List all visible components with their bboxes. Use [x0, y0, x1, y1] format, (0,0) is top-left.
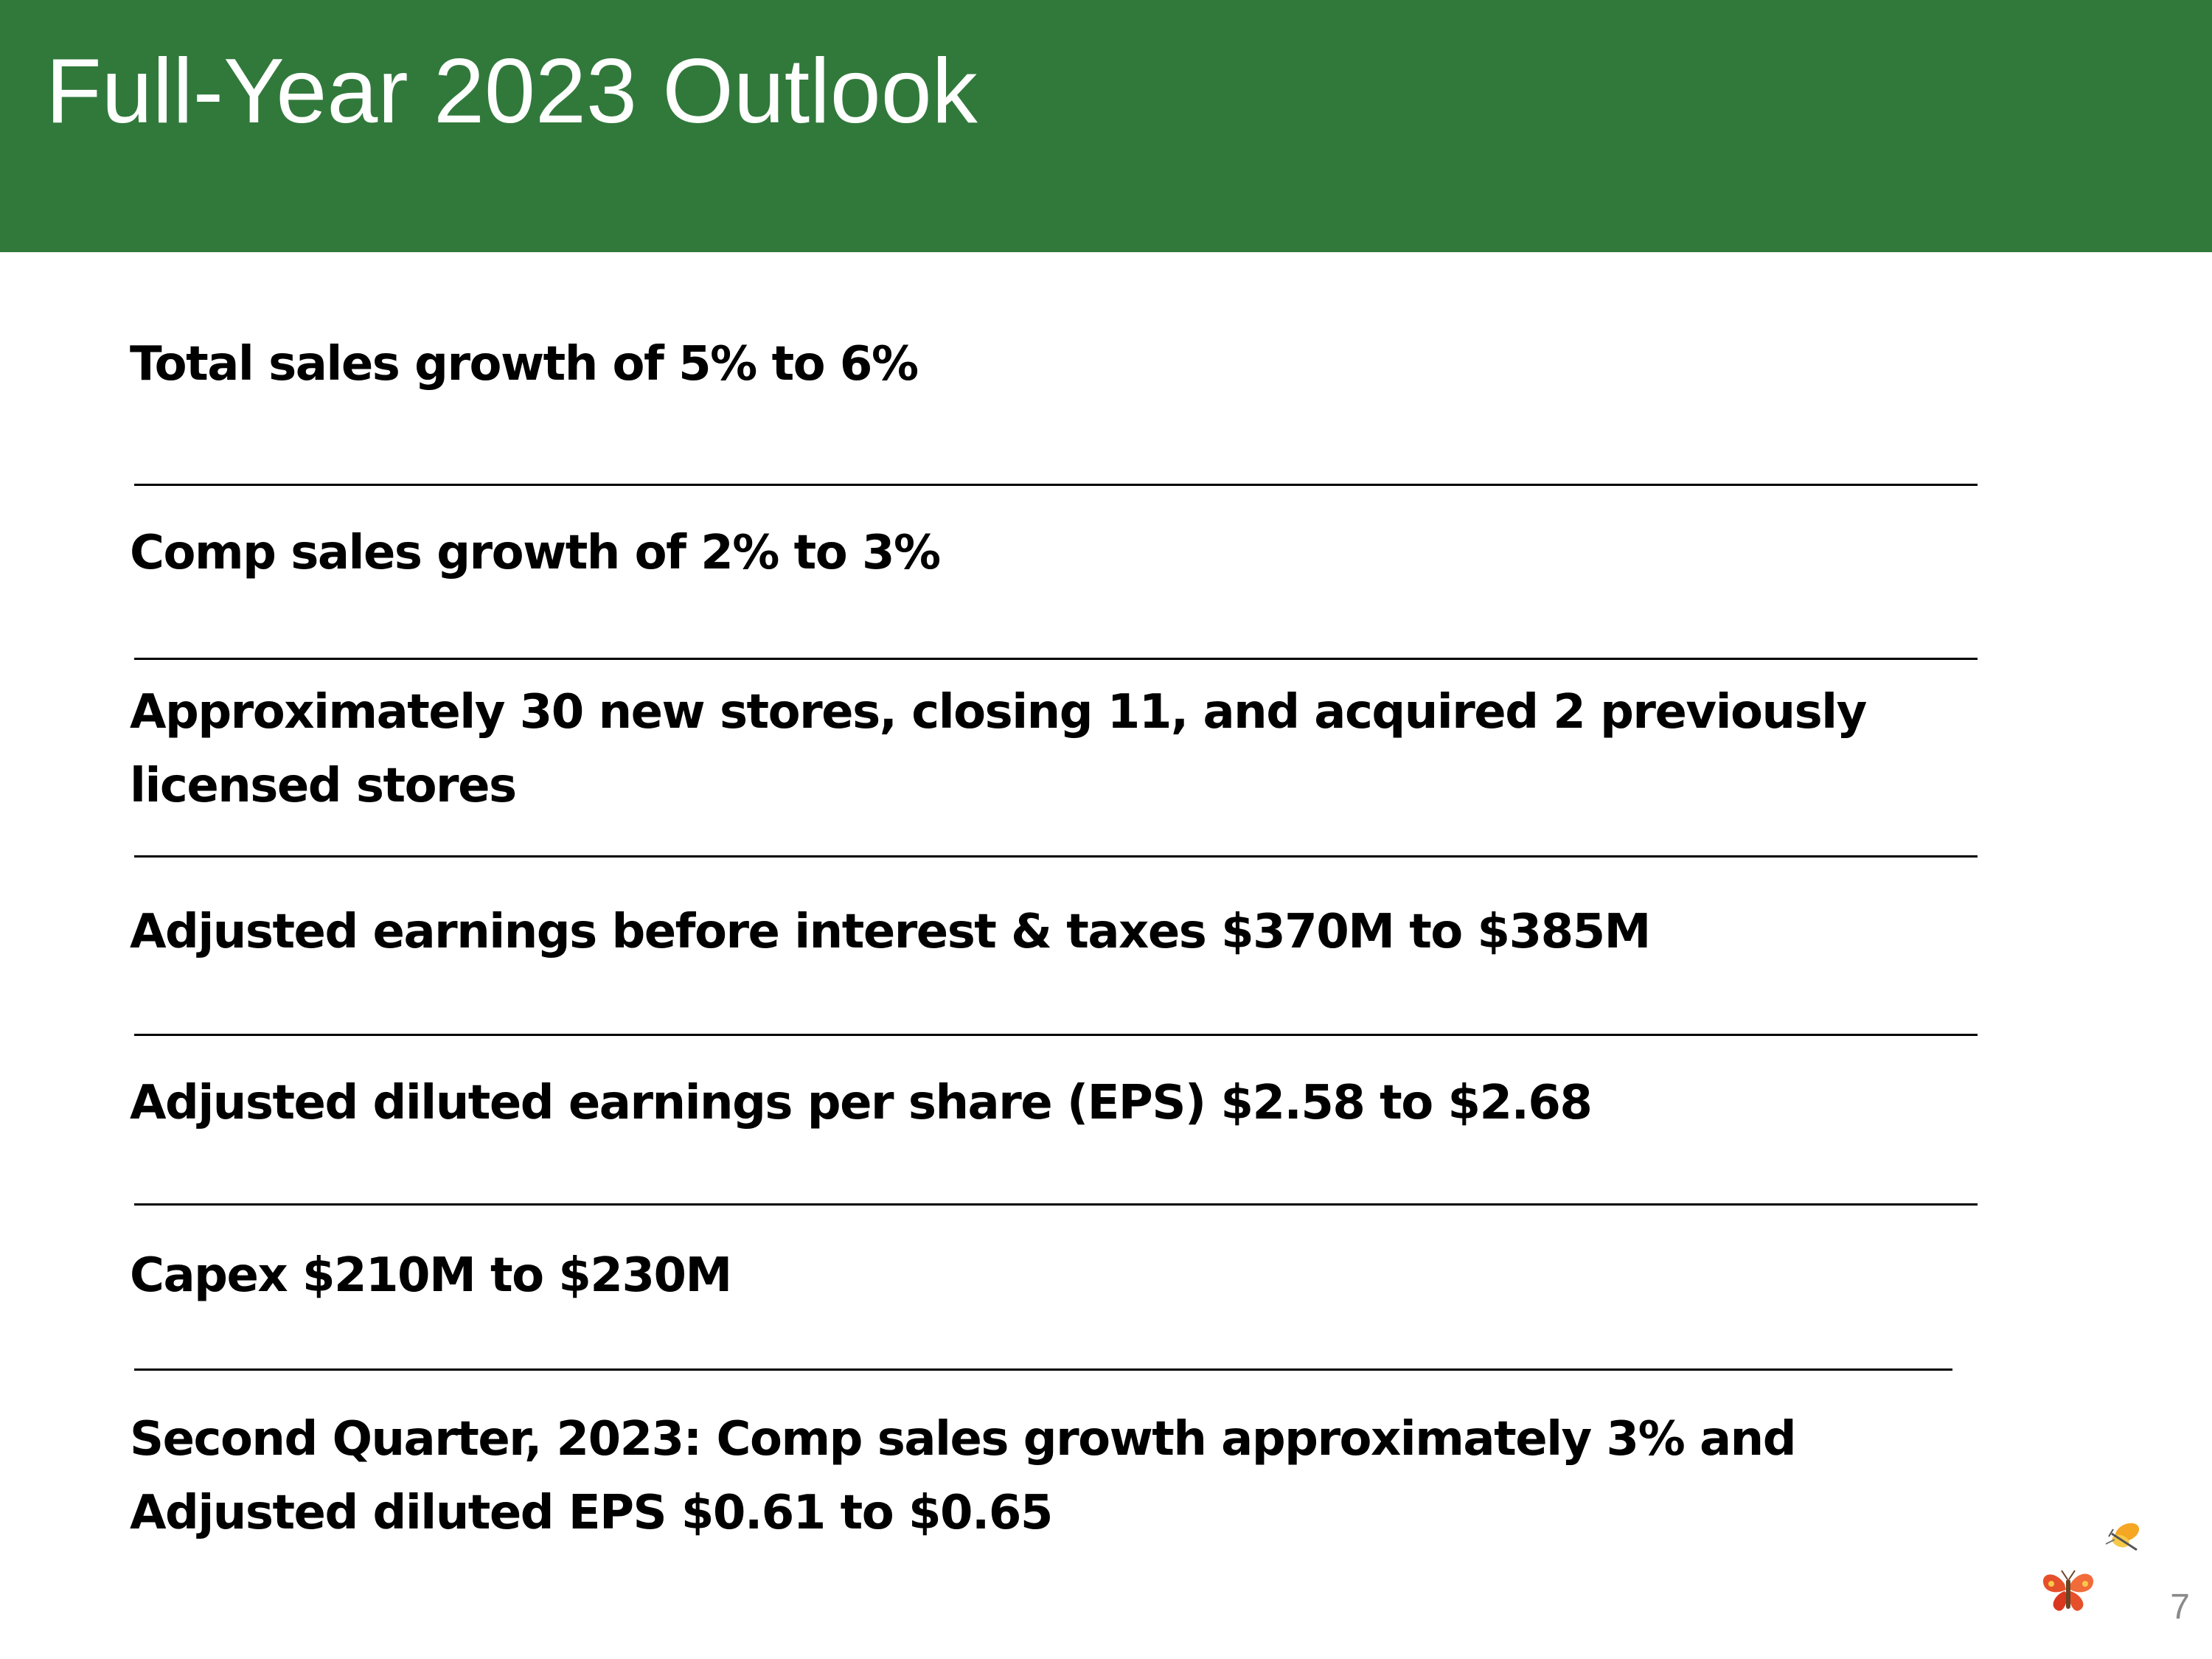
outlook-item-text: Capex $210M to $230M [130, 1248, 732, 1303]
slide-title: Full-Year 2023 Outlook [46, 41, 978, 142]
outlook-item-text: Second Quarter, 2023: Comp sales growth … [130, 1412, 1797, 1467]
butterflies-logo-icon [2042, 1523, 2140, 1611]
outlook-item-adjusted-eps: Adjusted diluted earnings per share (EPS… [130, 1066, 1593, 1140]
divider [134, 484, 1978, 486]
outlook-item-comp-sales: Comp sales growth of 2% to 3% [130, 516, 941, 590]
outlook-item-text: Adjusted earnings before interest & taxe… [130, 905, 1651, 959]
divider [134, 1368, 1952, 1371]
outlook-item-text: Comp sales growth of 2% to 3% [130, 526, 941, 580]
divider [134, 1034, 1978, 1036]
outlook-item-text-continued: Adjusted diluted EPS $0.61 to $0.65 [130, 1486, 1053, 1540]
outlook-item-capex: Capex $210M to $230M [130, 1239, 732, 1312]
page-number: 7 [2170, 1587, 2190, 1627]
outlook-item-adjusted-ebit: Adjusted earnings before interest & taxe… [130, 895, 1651, 969]
outlook-item-text-continued: licensed stores [130, 759, 517, 813]
divider [134, 855, 1978, 858]
divider [134, 658, 1978, 660]
outlook-item-total-sales: Total sales growth of 5% to 6% [130, 327, 919, 401]
outlook-item-stores: Approximately 30 new stores, closing 11,… [130, 675, 1867, 823]
yellow-butterfly-icon [2105, 1523, 2140, 1551]
outlook-item-text: Approximately 30 new stores, closing 11,… [130, 685, 1867, 740]
red-butterfly-icon [2042, 1570, 2094, 1611]
outlook-item-second-quarter: Second Quarter, 2023: Comp sales growth … [130, 1402, 1797, 1550]
divider [134, 1203, 1978, 1206]
outlook-item-text: Total sales growth of 5% to 6% [130, 337, 919, 392]
title-banner: Full-Year 2023 Outlook [0, 0, 2212, 252]
outlook-item-text: Adjusted diluted earnings per share (EPS… [130, 1076, 1593, 1130]
